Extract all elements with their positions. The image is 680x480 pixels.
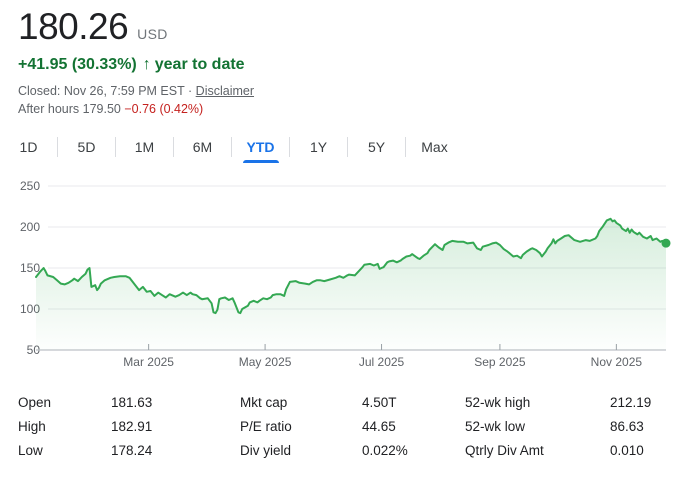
tab-6m[interactable]: 6M <box>192 139 213 155</box>
current-price: 180.26 <box>18 6 129 47</box>
y-axis-label: 200 <box>20 220 40 234</box>
stat-value-open: 181.63 <box>111 394 153 410</box>
stat-label-div-yield: Div yield <box>240 442 292 458</box>
x-axis-label: Nov 2025 <box>591 355 643 369</box>
stat-label-low: Low <box>18 442 43 458</box>
after-hours-text: After hours 179.50 <box>18 102 121 116</box>
tab-max[interactable]: Max <box>421 139 448 155</box>
tab-5d[interactable]: 5D <box>77 139 96 155</box>
after-hours-row: After hours 179.50 −0.76 (0.42%) <box>18 102 254 116</box>
tab-separator <box>115 137 116 157</box>
tab-5y[interactable]: 5Y <box>367 139 386 155</box>
x-axis-label: Sep 2025 <box>474 355 526 369</box>
tab-separator <box>231 137 232 157</box>
price-row: 180.26 USD <box>18 6 254 48</box>
stat-label-high: High <box>18 418 46 434</box>
tab-1d[interactable]: 1D <box>19 139 38 155</box>
tab-separator <box>173 137 174 157</box>
change-period-label: year to date <box>154 56 245 73</box>
stat-value-mkt-cap: 4.50T <box>362 394 397 410</box>
dot-separator: · <box>188 84 193 98</box>
x-axis-label: Mar 2025 <box>123 355 174 369</box>
market-status-text: Closed: Nov 26, 7:59 PM EST <box>18 84 185 98</box>
latest-price-dot <box>661 238 671 248</box>
chart-section: 50 100 150 200 250 Mar 2025 May 2025 Jul 2025 Se… <box>0 178 680 383</box>
price-header: 180.26 USD +41.95 (30.33%) ↑ year to dat… <box>18 6 254 116</box>
stat-label-open: Open <box>18 394 52 410</box>
price-change-row: +41.95 (30.33%) ↑ year to date <box>18 56 254 74</box>
up-arrow-icon: ↑ <box>142 56 151 73</box>
price-line <box>35 217 667 315</box>
stat-label-pe-ratio: P/E ratio <box>240 418 292 434</box>
market-status-row: Closed: Nov 26, 7:59 PM EST · Disclaimer <box>18 84 254 98</box>
stat-value-pe-ratio: 44.65 <box>362 418 396 434</box>
tab-separator <box>405 137 406 157</box>
y-axis-label: 250 <box>20 179 40 193</box>
stat-label-52wk-low: 52-wk low <box>465 418 526 434</box>
price-area-fill <box>36 218 666 350</box>
stat-value-low: 178.24 <box>111 442 153 458</box>
tab-separator <box>289 137 290 157</box>
currency-label: USD <box>137 26 168 42</box>
y-axis-label: 150 <box>20 261 40 275</box>
y-axis-label: 100 <box>20 302 40 316</box>
stat-label-52wk-high: 52-wk high <box>465 394 531 410</box>
stat-label-qtrly-div-amt: Qtrly Div Amt <box>465 442 544 458</box>
disclaimer-link[interactable]: Disclaimer <box>195 84 255 98</box>
stat-value-high: 182.91 <box>111 418 153 434</box>
x-axis-label: Jul 2025 <box>359 355 405 369</box>
stat-value-52wk-high: 212.19 <box>610 394 652 410</box>
stat-value-div-yield: 0.022% <box>362 442 408 458</box>
tab-separator <box>57 137 58 157</box>
after-hours-change: −0.76 (0.42%) <box>124 102 204 116</box>
stat-value-52wk-low: 86.63 <box>610 418 644 434</box>
x-axis-label: May 2025 <box>239 355 292 369</box>
key-stats-table: Open 181.63 Mkt cap 4.50T 52-wk high 212.19 Hi… <box>0 390 680 462</box>
tab-1m[interactable]: 1M <box>134 139 155 155</box>
stat-value-qtrly-div-amt: 0.010 <box>610 442 644 458</box>
stat-label-mkt-cap: Mkt cap <box>240 394 288 410</box>
time-range-tabs: 1D 5D 1M 6M YTD 1Y 5Y Max <box>0 131 680 163</box>
tab-separator <box>347 137 348 157</box>
active-tab-underline <box>242 160 279 163</box>
tab-ytd[interactable]: YTD <box>232 131 289 163</box>
price-change: +41.95 (30.33%) <box>18 56 137 73</box>
tab-1y[interactable]: 1Y <box>309 139 328 155</box>
